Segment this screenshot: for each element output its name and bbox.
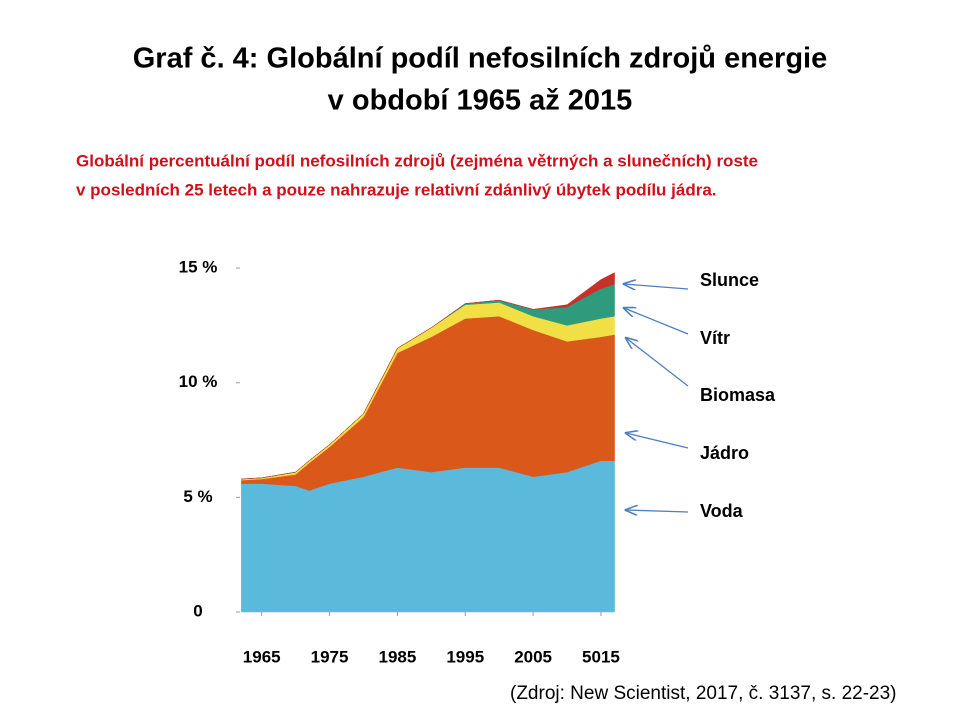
pointer xyxy=(626,338,689,387)
x-tick-label: 2005 xyxy=(514,647,552,666)
subtitle-line: Globální percentuální podíl nefosilních … xyxy=(76,151,758,170)
y-tick-label: 0 xyxy=(193,601,202,620)
source: (Zdroj: New Scientist, 2017, č. 3137, s.… xyxy=(510,683,897,704)
x-tick-label: 1985 xyxy=(378,647,416,666)
title-line: Graf č. 4: Globální podíl nefosilních zd… xyxy=(133,43,827,75)
area xyxy=(241,272,615,480)
pointer xyxy=(626,510,689,512)
x-tick-label: 5015 xyxy=(582,647,620,666)
pointer xyxy=(626,433,689,449)
x-tick-label: 1995 xyxy=(446,647,484,666)
pointer xyxy=(624,308,689,335)
legend-label: Voda xyxy=(700,501,744,521)
y-tick-label: 15 % xyxy=(179,258,218,277)
legend-label: Jádro xyxy=(700,443,749,463)
legend-label: Vítr xyxy=(700,328,730,348)
y-tick-label: 10 % xyxy=(179,372,218,391)
y-tick-label: 5 % xyxy=(183,487,212,506)
title-line: v období 1965 až 2015 xyxy=(328,85,633,117)
legend-label: Biomasa xyxy=(700,385,776,405)
pointers xyxy=(624,284,689,512)
legend-label: Slunce xyxy=(700,270,759,290)
x-tick-label: 1975 xyxy=(311,647,349,666)
subtitle-line: v posledních 25 letech a pouze nahrazuje… xyxy=(76,180,717,199)
area xyxy=(241,315,615,491)
x-tick-label: 1965 xyxy=(243,647,281,666)
pointer xyxy=(624,284,689,289)
